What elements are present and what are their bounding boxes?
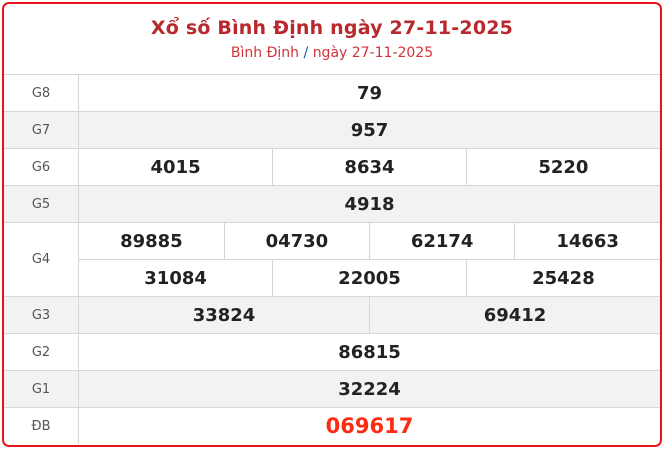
prize-label: G3 [4, 296, 79, 334]
prize-row-special: ĐB 069617 [4, 407, 660, 444]
prize-label: ĐB [4, 407, 79, 444]
page-title: Xổ số Bình Định ngày 27-11-2025 [150, 17, 514, 39]
prize-label: G8 [4, 75, 79, 112]
prize-number: 32224 [78, 370, 660, 408]
prize-row-g1: G1 32224 [4, 370, 660, 408]
results-header: Xổ số Bình Định ngày 27-11-2025 Bình Địn… [4, 4, 660, 75]
breadcrumb-separator: / [303, 45, 309, 61]
prize-number: 69412 [369, 297, 660, 333]
prize-number: 31084 [79, 260, 274, 296]
prize-number: 62174 [368, 223, 516, 260]
prize-number: 4918 [78, 185, 660, 223]
prize-row-g8: G8 79 [4, 75, 660, 112]
special-prize-number: 069617 [78, 407, 660, 444]
prize-number: 14663 [514, 223, 660, 260]
prize-number: 04730 [223, 223, 371, 260]
breadcrumb-province-link[interactable]: Bình Định [230, 45, 300, 61]
prize-row-g6: G6 4015 8634 5220 [4, 148, 660, 186]
prize-label: G4 [4, 222, 79, 297]
prize-label: G1 [4, 370, 79, 408]
prize-label: G2 [4, 333, 79, 371]
prize-row-g5: G5 4918 [4, 185, 660, 223]
prize-number: 957 [78, 111, 660, 149]
prize-number: 25428 [465, 260, 660, 296]
prize-row-g3: G3 33824 69412 [4, 296, 660, 334]
prize-number: 4015 [79, 149, 274, 185]
prize-number: 86815 [78, 333, 660, 371]
prize-row-g2: G2 86815 [4, 333, 660, 371]
prize-label: G5 [4, 185, 79, 223]
prize-number: 33824 [79, 297, 370, 333]
breadcrumb: Bình Định / ngày 27-11-2025 [4, 45, 660, 61]
prize-row-g7: G7 957 [4, 111, 660, 149]
prize-number: 79 [78, 75, 660, 112]
results-table: G8 79 G7 957 G6 4015 8634 5220 G5 4918 G… [4, 75, 660, 444]
prize-number: 89885 [79, 223, 225, 260]
prize-label: G6 [4, 148, 79, 186]
prize-number: 5220 [465, 149, 660, 185]
prize-number: 22005 [272, 260, 467, 296]
prize-row-g4: G4 89885 04730 62174 14663 31084 22005 2… [4, 222, 660, 297]
prize-number: 8634 [272, 149, 467, 185]
breadcrumb-date[interactable]: ngày 27-11-2025 [312, 45, 434, 61]
prize-label: G7 [4, 111, 79, 149]
